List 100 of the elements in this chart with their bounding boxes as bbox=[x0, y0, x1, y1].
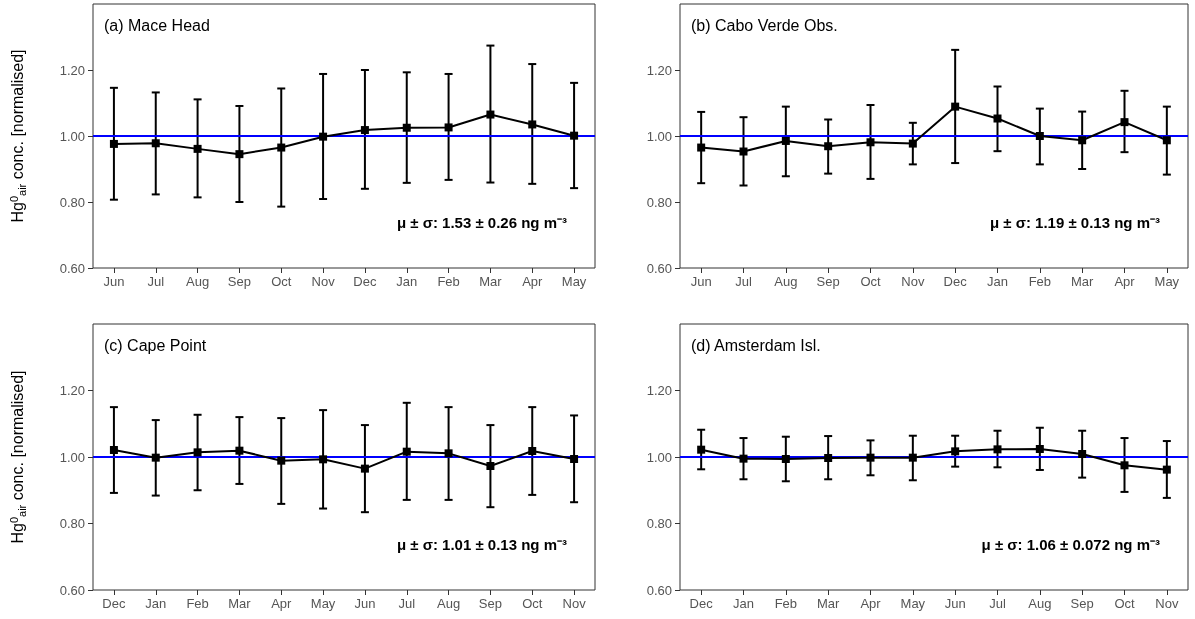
x-tick-label: Jan bbox=[987, 274, 1008, 289]
x-tick-label: Mar bbox=[816, 596, 841, 611]
text: (b) Cabo Verde Obs. bbox=[691, 16, 838, 34]
annotation: μ ± σ: 1.01 ± 0.13 ng m⁻³ bbox=[396, 536, 568, 553]
point bbox=[739, 147, 748, 156]
point bbox=[360, 126, 369, 135]
point bbox=[193, 144, 202, 153]
x-tick-label: Oct bbox=[1114, 596, 1135, 611]
point bbox=[781, 454, 790, 463]
point bbox=[739, 454, 748, 463]
y-tick-label: 0.80 bbox=[646, 194, 672, 210]
x-tick-label: Jan bbox=[145, 596, 167, 611]
y-tick-label: 1.00 bbox=[59, 449, 85, 465]
x-tick-label: Feb bbox=[437, 274, 460, 289]
x-tick-label: Aug bbox=[186, 274, 210, 289]
point bbox=[444, 123, 453, 132]
point bbox=[486, 110, 495, 119]
x-tick-label: Dec bbox=[102, 596, 126, 611]
point bbox=[824, 142, 833, 151]
y-tick-label: 0.60 bbox=[59, 582, 85, 598]
x-tick-label: Nov bbox=[901, 274, 925, 289]
x-tick-label: Apr bbox=[1114, 274, 1136, 289]
x-tick-label: Apr bbox=[860, 596, 882, 611]
y-tick-label: 1.00 bbox=[646, 128, 672, 144]
x-tick-label: May bbox=[1154, 274, 1180, 289]
x-tick-label: Oct bbox=[522, 596, 543, 611]
point bbox=[528, 120, 537, 129]
point bbox=[697, 445, 706, 454]
x-tick-label: Sep bbox=[227, 274, 251, 289]
x-tick-label: May bbox=[561, 274, 587, 289]
x-tick-label: Feb bbox=[774, 596, 798, 611]
x-tick-label: Oct bbox=[860, 274, 881, 289]
x-tick-label: Mar bbox=[1070, 274, 1095, 289]
x-tick-label: Nov bbox=[562, 596, 587, 611]
y-axis-title: Hg0air conc. [normalised] bbox=[7, 370, 28, 544]
point bbox=[781, 136, 790, 145]
annotation: μ ± σ: 1.19 ± 0.13 ng m⁻³ bbox=[989, 214, 1161, 231]
x-tick-label: Jun bbox=[103, 274, 125, 289]
x-tick-label: Mar bbox=[228, 596, 252, 611]
x-tick-label: Apr bbox=[522, 274, 544, 289]
x-tick-label: Jun bbox=[354, 596, 376, 611]
x-tick-label: Jun bbox=[690, 274, 712, 289]
x-tick-label: Apr bbox=[271, 596, 293, 611]
point bbox=[908, 453, 917, 462]
x-tick-label: Nov bbox=[311, 274, 336, 289]
point bbox=[993, 445, 1002, 454]
annotation: μ ± σ: 1.06 ± 0.072 ng m⁻³ bbox=[981, 536, 1161, 553]
point bbox=[151, 139, 160, 148]
point bbox=[824, 454, 833, 462]
x-tick-label: Jul bbox=[735, 274, 752, 289]
x-tick-label: Dec bbox=[353, 274, 377, 289]
point bbox=[866, 453, 875, 462]
x-tick-label: Jul bbox=[147, 274, 165, 289]
x-tick-label: Jun bbox=[944, 596, 966, 611]
y-tick-label: 1.00 bbox=[646, 449, 672, 465]
x-tick-label: Mar bbox=[479, 274, 503, 289]
y-tick-label: 1.20 bbox=[59, 62, 85, 78]
x-tick-label: Dec bbox=[689, 596, 714, 611]
x-tick-label: Aug bbox=[1028, 596, 1052, 611]
point bbox=[697, 143, 706, 152]
point bbox=[402, 123, 411, 132]
point bbox=[866, 138, 875, 147]
x-tick-label: Nov bbox=[1155, 596, 1179, 611]
point bbox=[1162, 465, 1171, 474]
x-tick-label: Feb bbox=[1028, 274, 1052, 289]
point bbox=[1035, 132, 1044, 140]
point bbox=[1120, 461, 1129, 470]
y-axis-title: Hg0air conc. [normalised] bbox=[7, 49, 28, 223]
y-tick-label: 0.80 bbox=[59, 516, 85, 531]
point bbox=[1120, 118, 1129, 127]
x-tick-label: Aug bbox=[774, 274, 798, 289]
text: (d) Amsterdam Isl. bbox=[691, 336, 821, 354]
x-tick-label: Aug bbox=[437, 596, 461, 611]
x-tick-label: Dec bbox=[943, 274, 968, 289]
point bbox=[951, 447, 960, 456]
x-tick-label: Sep bbox=[478, 596, 502, 611]
point bbox=[1035, 445, 1044, 454]
point bbox=[109, 139, 118, 148]
x-tick-label: May bbox=[900, 596, 926, 611]
x-tick-label: Sep bbox=[1070, 596, 1094, 611]
point bbox=[908, 139, 917, 148]
point bbox=[277, 143, 286, 152]
y-tick-label: 0.60 bbox=[646, 260, 672, 276]
y-tick-label: 0.80 bbox=[59, 194, 85, 210]
y-tick-label: 1.20 bbox=[646, 383, 672, 398]
point bbox=[235, 150, 244, 159]
point bbox=[319, 132, 328, 141]
point bbox=[1078, 136, 1087, 145]
x-tick-label: May bbox=[310, 596, 336, 611]
y-tick-label: 1.20 bbox=[59, 383, 85, 398]
annotation: μ ± σ: 1.53 ± 0.26 ng m⁻³ bbox=[396, 214, 568, 231]
y-tick-label: 0.60 bbox=[59, 260, 85, 276]
y-tick-label: 0.80 bbox=[646, 516, 672, 531]
x-tick-label: Jan bbox=[733, 596, 754, 611]
y-tick-label: 1.20 bbox=[646, 62, 672, 78]
x-tick-label: Jan bbox=[396, 274, 418, 289]
point bbox=[1078, 450, 1087, 459]
x-tick-label: Jul bbox=[989, 596, 1006, 611]
x-tick-label: Oct bbox=[271, 274, 292, 289]
y-tick-label: 1.00 bbox=[59, 128, 85, 144]
